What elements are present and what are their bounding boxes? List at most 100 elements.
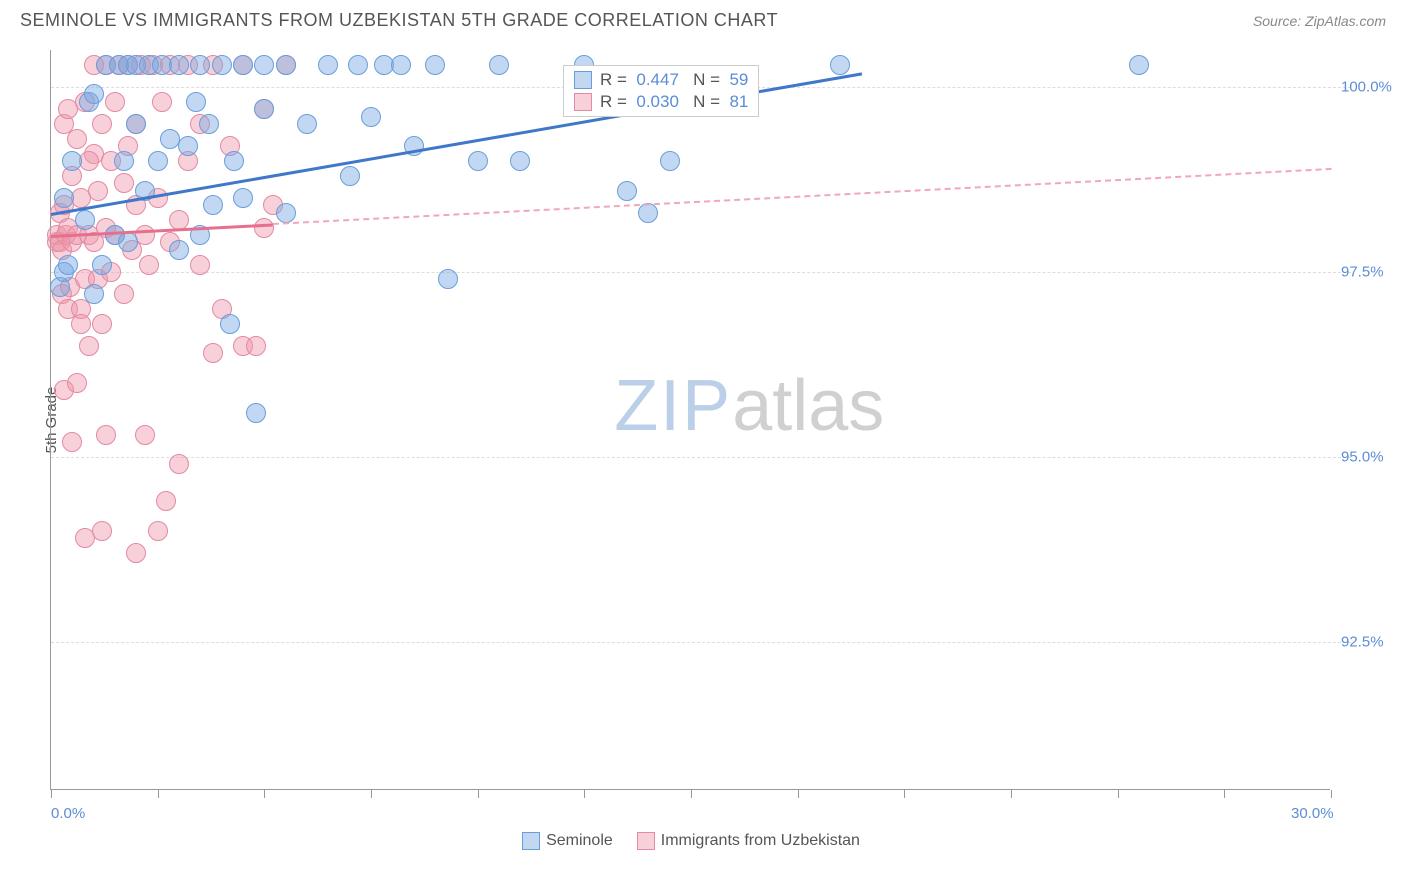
scatter-point [254, 99, 274, 119]
legend-row: R = 0.447 N = 59 [574, 70, 748, 90]
scatter-point [169, 454, 189, 474]
series-legend: Seminole Immigrants from Uzbekistan [51, 832, 1331, 850]
scatter-point [114, 284, 134, 304]
x-tick [691, 790, 692, 798]
scatter-point [297, 114, 317, 134]
scatter-point [114, 151, 134, 171]
scatter-point [62, 432, 82, 452]
scatter-point [71, 314, 91, 334]
gridline [51, 272, 1351, 273]
scatter-point [212, 55, 232, 75]
legend-swatch [574, 93, 592, 111]
scatter-point [169, 55, 189, 75]
scatter-point [152, 92, 172, 112]
scatter-point [438, 269, 458, 289]
legend-stats: R = 0.447 N = 59 [600, 70, 748, 90]
scatter-point [391, 55, 411, 75]
x-tick [1011, 790, 1012, 798]
x-tick [1118, 790, 1119, 798]
scatter-point [190, 55, 210, 75]
source-attribution: Source: ZipAtlas.com [1253, 13, 1386, 29]
scatter-point [92, 255, 112, 275]
scatter-point [186, 92, 206, 112]
x-tick [584, 790, 585, 798]
scatter-point [246, 403, 266, 423]
scatter-point [96, 425, 116, 445]
scatter-point [92, 114, 112, 134]
x-tick [371, 790, 372, 798]
scatter-chart: 92.5%95.0%97.5%100.0%0.0%30.0%ZIPatlasR … [50, 50, 1330, 790]
scatter-point [199, 114, 219, 134]
scatter-point [468, 151, 488, 171]
scatter-point [92, 521, 112, 541]
scatter-point [361, 107, 381, 127]
x-tick [1224, 790, 1225, 798]
y-tick-label: 92.5% [1341, 634, 1384, 651]
regression-line [273, 168, 1331, 225]
scatter-point [105, 92, 125, 112]
x-tick [264, 790, 265, 798]
scatter-point [203, 343, 223, 363]
scatter-point [340, 166, 360, 186]
scatter-point [58, 255, 78, 275]
scatter-point [67, 129, 87, 149]
scatter-point [79, 151, 99, 171]
scatter-point [203, 195, 223, 215]
scatter-point [254, 218, 274, 238]
scatter-point [169, 240, 189, 260]
scatter-point [135, 425, 155, 445]
scatter-point [233, 188, 253, 208]
scatter-point [489, 55, 509, 75]
scatter-point [156, 491, 176, 511]
legend-swatch [522, 832, 540, 850]
scatter-point [246, 336, 266, 356]
y-tick-label: 100.0% [1341, 79, 1392, 96]
legend-item: Immigrants from Uzbekistan [637, 832, 860, 850]
scatter-point [114, 173, 134, 193]
legend-swatch [637, 832, 655, 850]
scatter-point [67, 373, 87, 393]
scatter-point [276, 203, 296, 223]
scatter-point [126, 543, 146, 563]
x-tick [158, 790, 159, 798]
scatter-point [617, 181, 637, 201]
x-tick [798, 790, 799, 798]
scatter-point [54, 188, 74, 208]
scatter-point [178, 136, 198, 156]
scatter-point [276, 55, 296, 75]
legend-label: Seminole [546, 832, 613, 850]
chart-title: SEMINOLE VS IMMIGRANTS FROM UZBEKISTAN 5… [20, 10, 778, 31]
x-tick [904, 790, 905, 798]
scatter-point [510, 151, 530, 171]
scatter-point [135, 225, 155, 245]
scatter-point [75, 210, 95, 230]
scatter-point [254, 55, 274, 75]
scatter-point [84, 284, 104, 304]
scatter-point [425, 55, 445, 75]
x-tick-label: 0.0% [51, 805, 85, 822]
x-tick [51, 790, 52, 798]
legend-label: Immigrants from Uzbekistan [661, 832, 860, 850]
scatter-point [348, 55, 368, 75]
scatter-point [88, 181, 108, 201]
scatter-point [190, 255, 210, 275]
y-tick-label: 97.5% [1341, 264, 1384, 281]
legend-row: R = 0.030 N = 81 [574, 92, 748, 112]
scatter-point [830, 55, 850, 75]
scatter-point [148, 521, 168, 541]
x-tick [478, 790, 479, 798]
scatter-point [62, 151, 82, 171]
scatter-point [84, 84, 104, 104]
scatter-point [92, 314, 112, 334]
gridline [51, 457, 1351, 458]
y-tick-label: 95.0% [1341, 449, 1384, 466]
scatter-point [233, 55, 253, 75]
scatter-point [660, 151, 680, 171]
x-tick [1331, 790, 1332, 798]
scatter-point [126, 114, 146, 134]
scatter-point [118, 232, 138, 252]
legend-item: Seminole [522, 832, 613, 850]
legend-stats: R = 0.030 N = 81 [600, 92, 748, 112]
correlation-legend: R = 0.447 N = 59R = 0.030 N = 81 [563, 65, 759, 117]
scatter-point [79, 336, 99, 356]
